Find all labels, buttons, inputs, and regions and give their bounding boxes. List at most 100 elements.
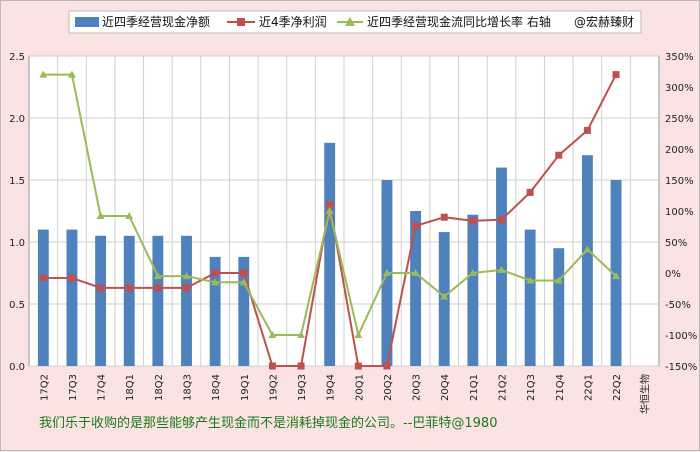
- left-tick-label: 2.5: [9, 52, 25, 63]
- growth-rate-point: [497, 265, 506, 273]
- x-tick-label: 21Q3: [526, 374, 537, 401]
- net-profit-point: [326, 201, 334, 209]
- growth-rate-point: [554, 276, 563, 284]
- right-axis-ticks: -150% -100% -50% 0% 50% 100% 150% 200% 250% 300% 3…: [665, 52, 697, 373]
- net-profit-point: [68, 274, 76, 282]
- right-tick-label: 250%: [665, 114, 694, 125]
- net-profit-point: [297, 362, 305, 370]
- growth-rate-point: [153, 272, 162, 280]
- right-tick-label: 0%: [665, 269, 681, 280]
- net-profit-point: [583, 126, 591, 134]
- growth-rate-point: [440, 292, 449, 300]
- growth-rate-point: [239, 278, 248, 286]
- x-tick-label: 18Q1: [125, 374, 136, 401]
- x-tick-label: 20Q2: [383, 374, 394, 401]
- x-tick-label: 19Q4: [326, 374, 337, 401]
- growth-rate-point: [125, 211, 134, 219]
- legend: 近四季经营现金净额 近4季净利润 近四季经营现金流同比增长率 右轴 @宏赫臻财: [68, 10, 642, 34]
- left-tick-label: 0.0: [9, 362, 25, 373]
- x-tick-label: 19Q1: [240, 374, 251, 401]
- x-tick-label: 20Q4: [440, 374, 451, 401]
- left-tick-label: 0.5: [9, 300, 25, 311]
- legend-growth-marker: [345, 17, 355, 26]
- growth-rate-point: [211, 278, 220, 286]
- bar-cash-flow: [410, 211, 422, 366]
- x-tick-label: 17Q3: [68, 374, 79, 401]
- right-tick-label: 50%: [665, 238, 687, 249]
- net-profit-point: [183, 284, 190, 292]
- right-tick-label: 150%: [665, 176, 694, 187]
- growth-rate-point: [526, 276, 535, 284]
- x-tick-label: 20Q1: [354, 374, 365, 401]
- x-tick-label: 21Q1: [469, 374, 480, 401]
- bar-cash-flow: [467, 214, 479, 366]
- bar-cash-flow: [553, 248, 565, 366]
- growth-rate-point: [297, 331, 306, 338]
- right-tick-label: 350%: [665, 52, 694, 63]
- left-tick-label: 1.0: [9, 238, 25, 249]
- growth-rate-point: [182, 272, 191, 280]
- left-axis-ticks: 0.0 0.5 1.0 1.5 2.0 2.5: [9, 52, 25, 373]
- legend-growth-label: 近四季经营现金流同比增长率 右轴: [367, 14, 551, 29]
- bar-cash-flow: [66, 229, 78, 366]
- left-tick-label: 2.0: [9, 114, 25, 125]
- bar-cash-flow: [324, 142, 336, 366]
- legend-profit-label: 近4季净利润: [259, 15, 327, 29]
- bar-cash-flow: [581, 155, 593, 366]
- x-tick-label: 18Q3: [183, 374, 194, 401]
- x-tick-label: 华恒生物: [639, 374, 652, 414]
- net-profit-point: [354, 362, 362, 370]
- net-profit-point: [211, 269, 219, 277]
- net-profit-point: [39, 274, 47, 282]
- right-tick-label: -150%: [665, 362, 697, 373]
- x-tick-label: 18Q4: [211, 374, 222, 401]
- bar-cash-flow: [37, 229, 49, 366]
- net-profit-point: [526, 188, 534, 196]
- bar-cash-flow: [238, 256, 250, 366]
- legend-bar-label: 近四季经营现金净额: [102, 14, 210, 29]
- legend-profit-marker: [237, 18, 245, 26]
- x-axis-ticks: 17Q2 17Q3 17Q4 18Q1 18Q2 18Q3 18Q4 19Q1 19Q2 19Q3…: [39, 374, 651, 414]
- growth-rate-point: [96, 211, 105, 219]
- bar-cash-flow: [152, 235, 164, 366]
- legend-bar-swatch: [75, 17, 99, 27]
- x-tick-label: 17Q2: [39, 374, 50, 401]
- left-tick-label: 1.5: [9, 176, 25, 187]
- net-profit-point: [498, 216, 505, 224]
- bar-cash-flow: [524, 229, 536, 366]
- right-tick-label: 300%: [665, 83, 694, 94]
- growth-rate-point: [268, 331, 277, 338]
- bar-cash-flow: [209, 256, 221, 366]
- growth-rate-point: [612, 272, 621, 280]
- net-profit-point: [612, 71, 620, 79]
- bar-cash-flow: [181, 235, 192, 366]
- net-profit-point: [440, 213, 448, 221]
- net-profit-point: [412, 222, 420, 230]
- x-tick-label: 20Q3: [412, 374, 423, 401]
- growth-rate-point: [67, 70, 76, 78]
- x-tick-label: 19Q3: [297, 374, 308, 401]
- right-tick-label: -100%: [665, 331, 697, 342]
- growth-rate-point: [325, 207, 334, 214]
- grid-lines: [29, 55, 659, 367]
- right-tick-label: 100%: [665, 207, 694, 218]
- growth-rate-point: [354, 331, 363, 338]
- growth-rate-point: [583, 245, 592, 253]
- growth-rate-point: [39, 70, 48, 78]
- net-profit-point: [97, 284, 105, 292]
- x-tick-label: 21Q4: [555, 374, 566, 401]
- right-tick-label: -50%: [665, 300, 691, 311]
- x-tick-label: 18Q2: [154, 374, 165, 401]
- net-profit-point: [125, 284, 133, 292]
- line-series: [39, 70, 621, 370]
- x-tick-label: 19Q2: [268, 374, 279, 401]
- growth-rate-point: [468, 269, 477, 276]
- net-profit-point: [383, 362, 391, 370]
- footer-quote: 我们乐于收购的是那些能够产生现金而不是消耗掉现金的公司。--巴菲特@1980: [39, 415, 497, 431]
- growth-rate-point: [382, 269, 391, 276]
- net-profit-point: [240, 269, 248, 277]
- x-tick-label: 22Q2: [612, 374, 623, 401]
- watermark-label: @宏赫臻财: [574, 14, 634, 29]
